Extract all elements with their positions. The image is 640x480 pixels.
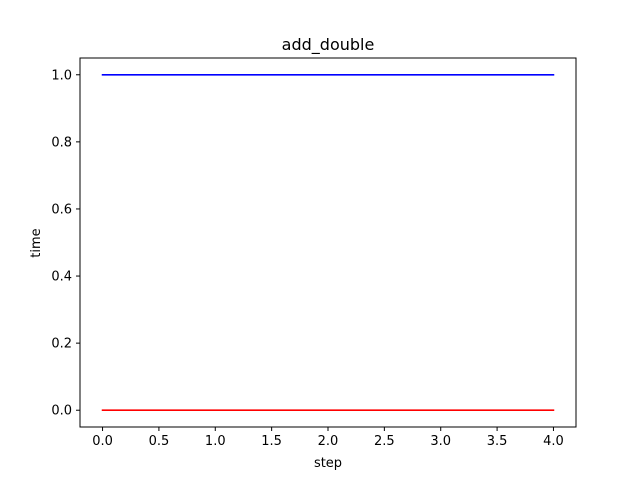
y-tick-label-0: 0.0 (51, 404, 72, 419)
y-axis-label: time (29, 228, 44, 257)
plot-layer: 0.0 0.5 1.0 1.5 2.0 2.5 3.0 3.5 4.0 0.0 0.2 0.4 0.6 0… (51, 57, 577, 449)
y-tick-label-4: 0.8 (51, 135, 72, 150)
x-tick-label-1: 0.5 (149, 434, 170, 449)
x-tick-label-3: 1.5 (261, 434, 282, 449)
y-tick-label-2: 0.4 (51, 270, 72, 285)
x-tick-label-0: 0.0 (92, 434, 113, 449)
x-tick-label-2: 1.0 (205, 434, 226, 449)
plot-frame (79, 57, 577, 428)
y-tick-label-1: 0.2 (51, 337, 72, 352)
x-axis-label: step (314, 456, 342, 471)
x-tick-label-8: 4.0 (543, 434, 564, 449)
x-tick-label-4: 2.0 (318, 434, 339, 449)
y-tick-label-5: 1.0 (51, 68, 72, 83)
y-tick-label-3: 0.6 (51, 202, 72, 217)
chart-title: add_double (282, 35, 375, 55)
x-tick-label-5: 2.5 (374, 434, 395, 449)
x-tick-label-6: 3.0 (430, 434, 451, 449)
x-tick-label-7: 3.5 (487, 434, 508, 449)
